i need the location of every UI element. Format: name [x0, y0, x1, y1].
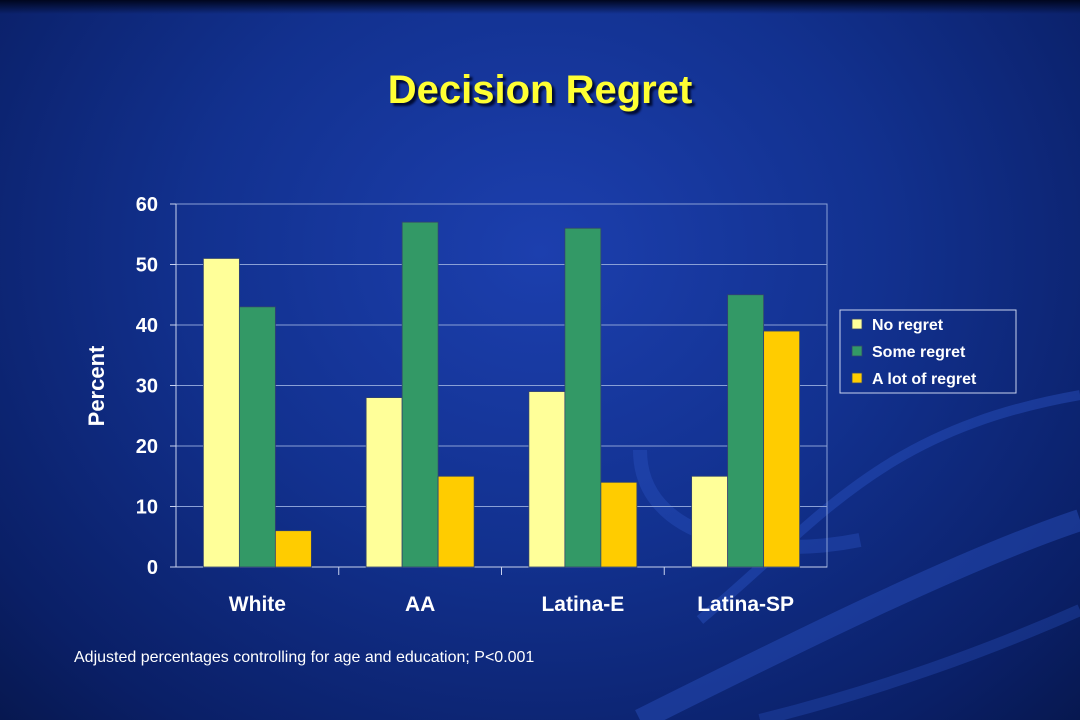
y-tick-label: 40: [136, 315, 158, 337]
legend-swatch: [851, 345, 863, 357]
x-tick-label: Latina-SP: [697, 593, 794, 616]
bar-latina-sp-a-lot-of-regret: [763, 330, 801, 568]
y-tick-label: 10: [136, 497, 158, 519]
bar-aa-some-regret: [401, 221, 439, 568]
y-tick-label: 20: [136, 436, 158, 458]
bar-white-a-lot-of-regret: [274, 530, 312, 568]
bar-white-no-regret: [202, 258, 240, 568]
x-tick-label: AA: [405, 593, 435, 616]
slide-title: Decision Regret: [387, 68, 693, 112]
bar-aa-a-lot-of-regret: [437, 475, 475, 568]
bar-latina-e-no-regret: [528, 391, 566, 568]
bar-latina-sp-no-regret: [691, 475, 729, 568]
legend-label: No regret: [872, 317, 944, 334]
footnote: Adjusted percentages controlling for age…: [74, 649, 535, 666]
legend-swatch: [851, 372, 863, 384]
legend-label: Some regret: [872, 344, 966, 361]
bar-white-some-regret: [238, 306, 276, 568]
legend-label: A lot of regret: [872, 371, 977, 388]
legend-box: [839, 309, 1017, 394]
bar-latina-e-a-lot-of-regret: [600, 481, 638, 568]
legend-swatch: [851, 318, 863, 330]
y-axis-label: Percent: [84, 345, 109, 426]
y-tick-label: 0: [147, 557, 158, 579]
bar-aa-no-regret: [365, 397, 403, 568]
bar-latina-sp-some-regret: [727, 294, 765, 568]
top-shadow-band: [0, 0, 1080, 14]
bar-latina-e-some-regret: [564, 227, 602, 568]
y-tick-label: 60: [136, 194, 158, 216]
y-tick-label: 50: [136, 255, 158, 277]
x-tick-label: Latina-E: [541, 593, 624, 616]
x-tick-label: White: [229, 593, 286, 616]
y-tick-label: 30: [136, 376, 158, 398]
